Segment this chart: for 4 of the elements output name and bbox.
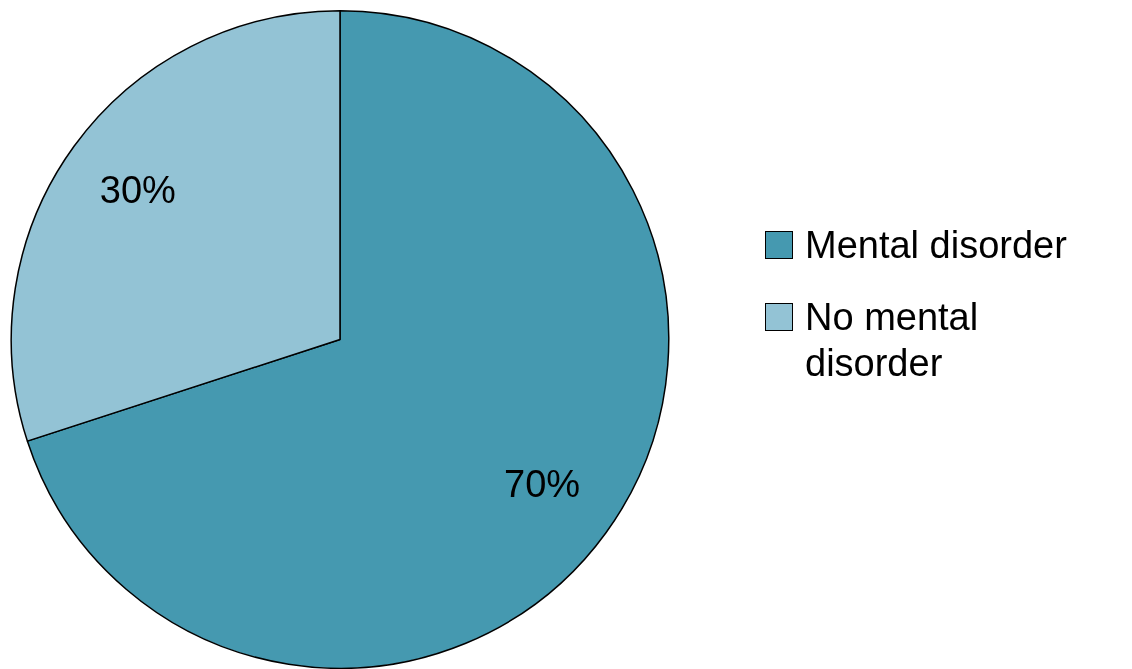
data-label: 30%	[99, 169, 176, 212]
data-label: 70%	[504, 462, 581, 505]
legend-label: Mental disorder	[805, 223, 1068, 268]
legend-label: No mental disorder	[805, 295, 980, 386]
